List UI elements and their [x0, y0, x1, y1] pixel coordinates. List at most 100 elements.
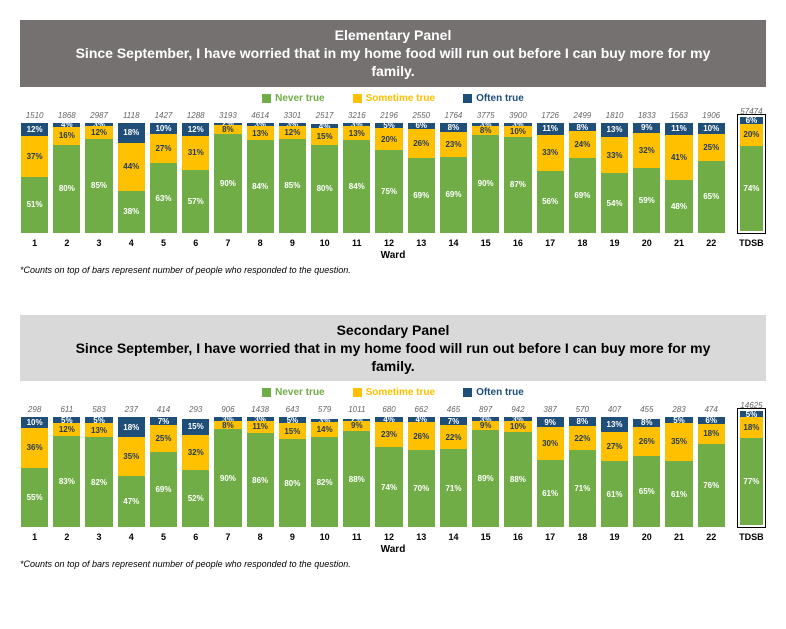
bar-col: 39003%10%87%16	[503, 111, 532, 248]
bar-col: 190610%25%65%22	[697, 111, 726, 248]
ward-label: TDSB	[737, 238, 766, 248]
segment-sometime: 14%	[311, 422, 338, 437]
bar-count: 455	[632, 405, 661, 414]
ward-label: 9	[278, 532, 307, 542]
bar-col: 32163%13%84%11	[342, 111, 371, 248]
segment-sometime: 33%	[601, 137, 628, 173]
ward-label: 12	[374, 238, 403, 248]
bar-col: 18339%32%59%20	[632, 111, 661, 248]
segment-sometime: 15%	[279, 423, 306, 440]
segment-sometime: 35%	[665, 423, 692, 461]
legend-item-never: Never true	[262, 387, 324, 398]
ward-label: 10	[310, 532, 339, 542]
legend-item-sometime: Sometime true	[353, 93, 435, 104]
legend-label: Often true	[476, 387, 524, 398]
bar-count: 293	[181, 405, 210, 414]
ward-label: 15	[471, 238, 500, 248]
segment-never: 90%	[214, 134, 241, 233]
ward-label: 4	[117, 532, 146, 542]
segment-sometime: 22%	[569, 426, 596, 450]
segment-sometime: 16%	[53, 127, 80, 145]
segment-never: 57%	[182, 170, 209, 233]
bar-stack: 2%8%90%	[213, 122, 242, 234]
segment-never: 59%	[633, 168, 660, 233]
legend-swatch	[353, 388, 362, 397]
segment-never: 55%	[21, 468, 48, 528]
segment-never: 75%	[375, 150, 402, 233]
bar-stack: 4%26%70%	[407, 416, 436, 528]
bar-col: 40713%27%61%19	[600, 405, 629, 542]
ward-label: 2	[52, 238, 81, 248]
segment-sometime: 26%	[633, 427, 660, 456]
segment-never: 38%	[118, 191, 145, 233]
bar-count: 2550	[407, 111, 436, 120]
bar-stack: 3%10%87%	[503, 122, 532, 234]
segment-often: 8%	[569, 123, 596, 132]
ward-label: 1	[20, 238, 49, 248]
ward-label: 15	[471, 532, 500, 542]
segment-never: 54%	[601, 173, 628, 232]
legend-swatch	[262, 94, 271, 103]
bar-stack: 3%12%85%	[278, 122, 307, 234]
chart: 29810%36%55%16115%12%83%25835%13%82%3237…	[20, 402, 766, 555]
segment-sometime: 27%	[150, 134, 177, 164]
legend-swatch	[463, 94, 472, 103]
segment-sometime: 12%	[279, 126, 306, 139]
bar-stack: 11%41%48%	[664, 122, 693, 234]
ward-label: 5	[149, 532, 178, 542]
bar-stack: 3%9%89%	[471, 416, 500, 528]
bar-col: 6115%12%83%2	[52, 405, 81, 542]
bar-count: 611	[52, 405, 81, 414]
ward-label: 2	[52, 532, 81, 542]
bar-stack: 18%44%38%	[117, 122, 146, 234]
bar-col: 574746%20%74%TDSB	[737, 107, 766, 248]
bar-stack: 10%27%63%	[149, 122, 178, 234]
segment-sometime: 18%	[740, 417, 763, 438]
ward-label: 20	[632, 532, 661, 542]
segment-sometime: 8%	[214, 421, 241, 430]
bar-count: 643	[278, 405, 307, 414]
segment-often: 6%	[698, 417, 725, 424]
segment-sometime: 9%	[343, 421, 370, 431]
bar-col: 33013%12%85%9	[278, 111, 307, 248]
legend-swatch	[353, 94, 362, 103]
bar-count: 3775	[471, 111, 500, 120]
panel-title-line1: Elementary Panel	[60, 26, 726, 44]
segment-never: 85%	[279, 139, 306, 233]
bar-count: 1810	[600, 111, 629, 120]
ward-label: 3	[84, 238, 113, 248]
bar-stack: 7%22%71%	[439, 416, 468, 528]
segment-never: 80%	[53, 145, 80, 233]
ward-label: 4	[117, 238, 146, 248]
bar-stack: 5%35%61%	[664, 416, 693, 528]
bar-col: 29810%36%55%1	[20, 405, 49, 542]
bar-stack: 3%13%84%	[246, 122, 275, 234]
bar-stack: 3%12%85%	[84, 122, 113, 234]
bar-stack: 10%36%55%	[20, 416, 49, 528]
bars-container: 151012%37%51%118684%16%80%229873%12%85%3…	[20, 108, 766, 248]
segment-often: 8%	[569, 417, 596, 426]
ward-label: 21	[664, 238, 693, 248]
segment-never: 89%	[472, 430, 499, 527]
bar-stack: 11%33%56%	[536, 122, 565, 234]
ward-label: 22	[697, 238, 726, 248]
bar-count: 3301	[278, 111, 307, 120]
ward-label: 14	[439, 532, 468, 542]
segment-never: 61%	[601, 461, 628, 527]
ward-label: 16	[503, 238, 532, 248]
segment-sometime: 9%	[472, 421, 499, 431]
ward-label: 21	[664, 532, 693, 542]
bar-col: 142710%27%63%5	[149, 111, 178, 248]
bar-col: 23718%35%47%4	[117, 405, 146, 542]
bar-count: 1833	[632, 111, 661, 120]
segment-often: 11%	[537, 123, 564, 135]
ward-label: 19	[600, 238, 629, 248]
bar-count: 1563	[664, 111, 693, 120]
bar-stack: 8%23%69%	[439, 122, 468, 234]
ward-label: 7	[213, 238, 242, 248]
segment-never: 74%	[740, 146, 763, 230]
segment-never: 88%	[504, 432, 531, 528]
bar-col: 21965%20%75%12	[374, 111, 403, 248]
bar-stack: 7%25%69%	[149, 416, 178, 528]
bar-col: 8973%9%89%15	[471, 405, 500, 542]
